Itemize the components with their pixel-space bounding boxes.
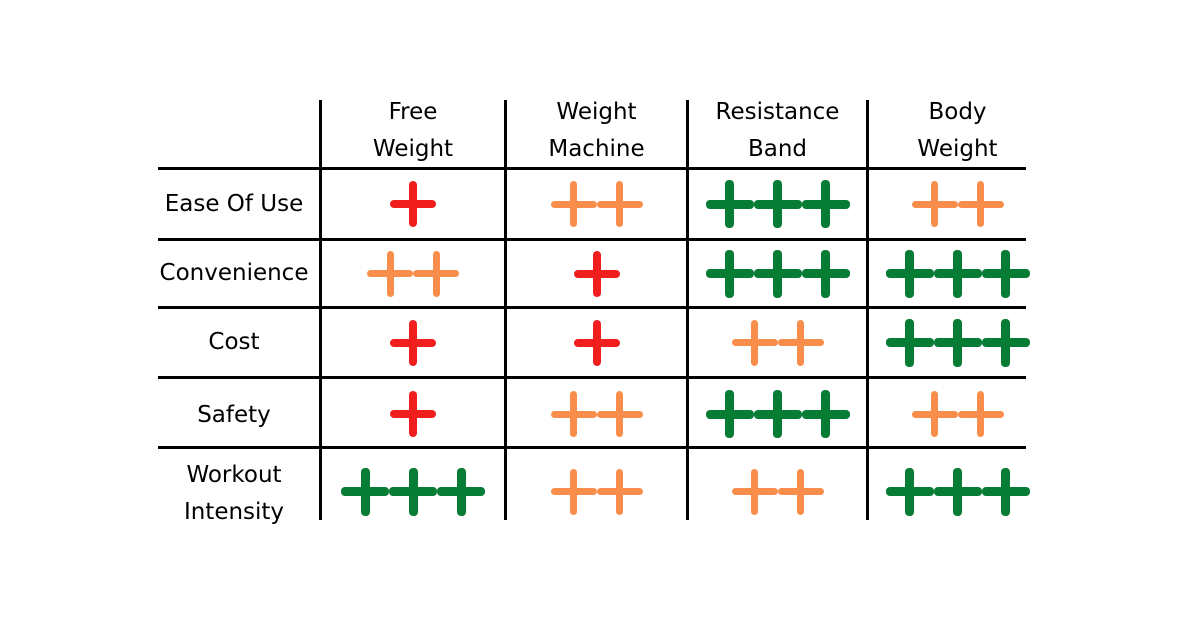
plus-icon xyxy=(550,391,597,437)
plus-icon xyxy=(341,467,389,516)
rating-cell xyxy=(322,241,504,306)
plus-icon xyxy=(753,390,802,438)
plus-icon xyxy=(731,319,778,366)
header-line: Machine xyxy=(548,136,645,162)
rating-cell xyxy=(689,379,866,449)
row-label-safety: Safety xyxy=(150,379,318,451)
row-label-line: Intensity xyxy=(183,499,285,525)
column-header-body-weight: Body Weight xyxy=(869,95,1046,167)
row-divider xyxy=(158,306,1026,309)
row-label-convenience: Convenience xyxy=(150,241,318,306)
plus-icon xyxy=(885,249,934,298)
row-label-line: Workout xyxy=(186,462,282,488)
plus-icon xyxy=(981,467,1030,516)
plus-icon xyxy=(413,250,459,297)
header-line: Weight xyxy=(556,99,637,125)
row-label-line: Ease Of Use xyxy=(164,190,304,217)
rating-cell xyxy=(322,170,504,238)
rating-cell xyxy=(689,309,866,376)
plus-icon xyxy=(596,468,643,515)
row-label-line: Safety xyxy=(197,401,271,428)
plus-icon xyxy=(957,181,1004,227)
header-line: Weight xyxy=(372,136,454,162)
rating-cell xyxy=(689,170,866,238)
rating-cell xyxy=(869,241,1046,306)
plus-icon xyxy=(801,390,850,438)
plus-icon xyxy=(911,391,958,437)
plus-icon xyxy=(777,468,824,515)
column-header-resistance-band: Resistance Band xyxy=(689,95,866,167)
row-label-ease-of-use: Ease Of Use xyxy=(150,170,318,238)
plus-icon xyxy=(596,391,643,437)
plus-icon xyxy=(911,181,958,227)
rating-cell xyxy=(869,449,1046,534)
plus-icon xyxy=(885,318,934,367)
rating-cell xyxy=(869,309,1046,376)
column-divider xyxy=(686,100,689,520)
rating-cell xyxy=(869,170,1046,238)
row-divider xyxy=(158,446,1026,449)
rating-cell xyxy=(689,241,866,306)
plus-icon xyxy=(573,319,620,366)
plus-icon xyxy=(731,468,778,515)
row-label-line: Convenience xyxy=(159,260,309,286)
row-divider xyxy=(158,376,1026,379)
row-label-line: Cost xyxy=(208,329,260,355)
rating-cell xyxy=(322,309,504,376)
row-label-cost: Cost xyxy=(150,309,318,376)
plus-icon xyxy=(550,181,597,227)
rating-cell xyxy=(689,449,866,534)
column-header-free-weight: Free Weight xyxy=(322,95,504,167)
row-divider xyxy=(158,238,1026,241)
column-divider xyxy=(319,100,322,520)
rating-cell xyxy=(507,379,686,449)
plus-icon xyxy=(390,181,436,227)
column-header-weight-machine: Weight Machine xyxy=(507,95,686,167)
rating-cell xyxy=(507,449,686,534)
plus-icon xyxy=(981,318,1030,367)
plus-icon xyxy=(390,391,436,437)
plus-icon xyxy=(437,467,485,516)
plus-icon xyxy=(367,250,413,297)
plus-icon xyxy=(705,180,754,228)
row-label-workout-intensity: Workout Intensity xyxy=(150,456,318,532)
rating-cell xyxy=(507,309,686,376)
row-divider xyxy=(158,167,1026,170)
plus-icon xyxy=(933,318,982,367)
rating-cell xyxy=(507,170,686,238)
rating-cell xyxy=(869,379,1046,449)
plus-icon xyxy=(981,249,1030,298)
plus-icon xyxy=(933,467,982,516)
plus-icon xyxy=(801,249,850,298)
plus-icon xyxy=(390,319,436,366)
rating-cell xyxy=(322,379,504,449)
plus-icon xyxy=(933,249,982,298)
plus-icon xyxy=(389,467,437,516)
header-line: Resistance xyxy=(715,99,840,125)
column-divider xyxy=(866,100,869,520)
plus-icon xyxy=(573,250,620,297)
header-line: Band xyxy=(747,136,808,162)
rating-cell xyxy=(322,449,504,534)
plus-icon xyxy=(596,181,643,227)
header-line: Free xyxy=(388,99,438,125)
column-divider xyxy=(504,100,507,520)
header-line: Body xyxy=(928,99,987,125)
rating-cell xyxy=(507,241,686,306)
plus-icon xyxy=(550,468,597,515)
header-line: Weight xyxy=(917,136,998,162)
plus-icon xyxy=(885,467,934,516)
plus-icon xyxy=(753,249,802,298)
plus-icon xyxy=(705,390,754,438)
plus-icon xyxy=(957,391,1004,437)
plus-icon xyxy=(705,249,754,298)
plus-icon xyxy=(801,180,850,228)
plus-icon xyxy=(777,319,824,366)
plus-icon xyxy=(753,180,802,228)
